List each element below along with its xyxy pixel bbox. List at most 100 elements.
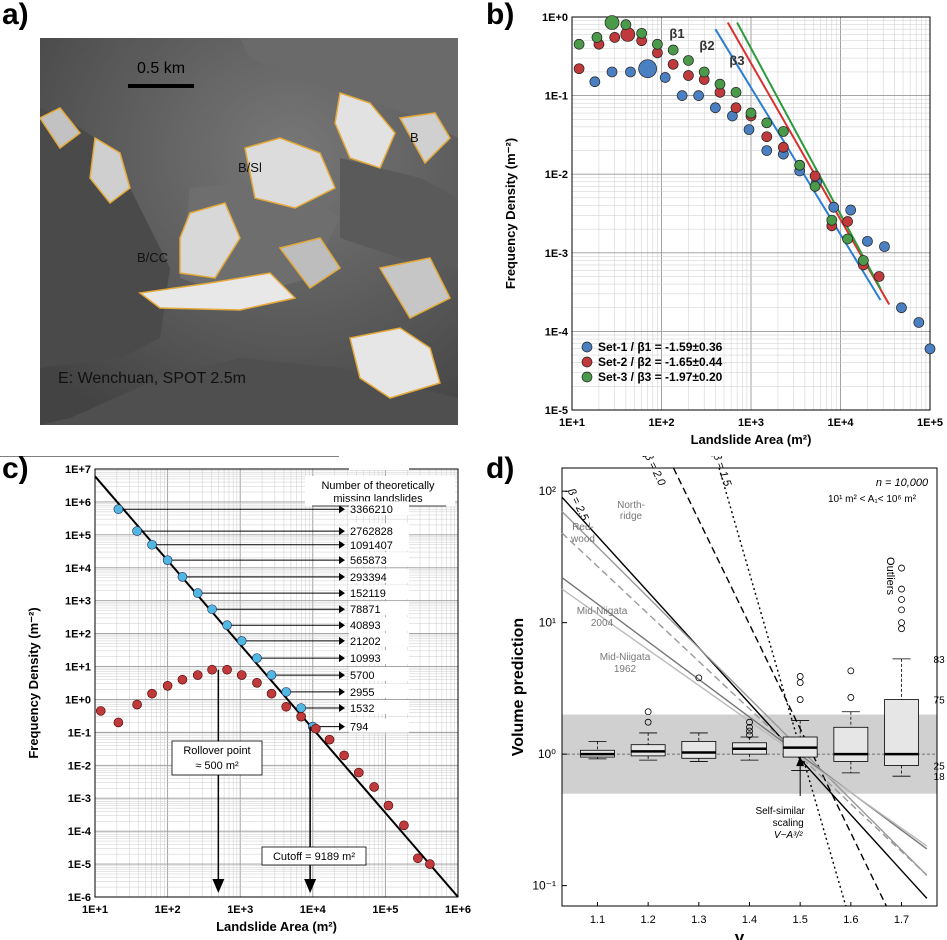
data-point: [857, 255, 869, 266]
theoretical-point: [296, 703, 306, 713]
missing-count: 565873: [350, 555, 387, 567]
theoretical-point: [113, 504, 124, 515]
observed-point: [177, 674, 188, 685]
scale-bar: [128, 84, 194, 88]
arrow-head: [339, 722, 345, 731]
missing-count: 794: [350, 722, 368, 734]
curve-label: Mid-Niigata: [577, 606, 628, 617]
count-bg: [349, 501, 409, 516]
observed-point: [236, 670, 247, 680]
fit-line-β3: [736, 22, 882, 290]
outlier: [796, 673, 804, 680]
count-bg: [349, 718, 409, 733]
arrow-head: [339, 621, 345, 630]
data-point: [604, 15, 620, 30]
curve-label: 2004: [591, 618, 614, 629]
outlier: [746, 731, 753, 739]
data-point: [913, 317, 925, 328]
curve-label: wood: [570, 534, 595, 545]
data-point: [606, 66, 618, 78]
data-point: [591, 32, 603, 43]
panel-b-label: b): [486, 0, 515, 31]
y-tick-label: 1E+6: [65, 497, 91, 509]
data-point: [683, 70, 694, 81]
y-tick-label: 1E+1: [65, 662, 91, 674]
y-tick-label: 10¹: [539, 616, 556, 630]
y-tick-label: 1E-4: [545, 326, 569, 338]
selfsim-label: V~A³/²: [774, 830, 803, 841]
theoretical-point: [177, 572, 188, 582]
outlier: [644, 708, 652, 716]
count-bg: [349, 585, 409, 600]
y-axis-label: Frequency Density (m⁻²): [503, 138, 518, 289]
observed-point: [192, 670, 203, 680]
satellite-image: [38, 38, 458, 425]
cutoff-label: Cutoff = 9189 m²: [273, 851, 355, 863]
data-point: [896, 302, 907, 314]
y-tick-label: 1E-3: [68, 793, 91, 805]
missing-count: 3366210: [350, 504, 393, 516]
outlier: [898, 585, 905, 593]
theoretical-point: [266, 670, 277, 680]
data-point: [794, 159, 806, 171]
data-point: [809, 181, 821, 192]
data-point: [659, 72, 671, 83]
x-tick-label: 1E+5: [917, 417, 943, 429]
count-bg: [349, 552, 409, 567]
plot-frame: [94, 468, 459, 898]
curve-label: Mid-Niigata: [600, 652, 651, 663]
x-tick-label: 1E+4: [300, 904, 327, 916]
observed-point: [324, 734, 335, 745]
selfsim-label: Self-similar: [755, 806, 805, 817]
model-line: [561, 532, 928, 876]
arrow-head: [339, 687, 345, 696]
annotation-b-cc: B/CC: [137, 250, 169, 265]
arrow-head: [339, 654, 345, 663]
observed-point: [266, 688, 277, 699]
data-point: [698, 66, 710, 78]
rollover-label: Rollover point: [183, 745, 250, 757]
observed-point: [147, 688, 157, 699]
rollover-value: ≈ 500 m²: [195, 760, 239, 772]
arrow-head: [304, 879, 317, 893]
data-point: [676, 90, 688, 101]
y-tick-label: 1E+4: [65, 563, 92, 575]
missing-count: 5700: [350, 670, 374, 682]
y-tick-label: 1E-5: [68, 859, 91, 871]
data-point: [842, 233, 853, 245]
x-tick-label: 1.7: [894, 914, 909, 926]
data-point: [826, 214, 838, 226]
model-line: [561, 496, 928, 899]
outlier: [847, 667, 855, 675]
beta-label: β2: [699, 38, 714, 53]
arrow-head: [339, 527, 345, 536]
beta-label: β = 2.0: [641, 456, 668, 488]
plot-frame: [571, 16, 931, 411]
x-tick-label: 1.6: [843, 914, 858, 926]
count-bg: [349, 617, 409, 632]
missing-count: 2955: [350, 687, 374, 699]
scale-bar-label: 0.5 km: [137, 60, 186, 77]
count-bg: [349, 601, 409, 616]
panel-d-label: d): [486, 452, 515, 485]
theoretical-point: [162, 555, 173, 565]
observed-point: [353, 767, 364, 778]
annotation-b-sl: B/Sl: [238, 160, 262, 175]
data-point: [620, 19, 632, 30]
data-point: [693, 90, 704, 101]
y-axis-label: Volume prediction: [510, 618, 527, 756]
x-tick-label: 1.4: [742, 914, 757, 926]
y-tick-label: 1E-5: [545, 405, 568, 417]
outlier: [796, 679, 804, 686]
curve-label: 1962: [614, 664, 637, 675]
data-point: [761, 117, 773, 129]
missing-count: 412: [350, 456, 368, 459]
data-point: [778, 141, 789, 153]
outlier: [898, 596, 905, 603]
count-bg: [349, 456, 409, 470]
observed-point: [383, 800, 394, 811]
percentile-label: 75: [934, 696, 946, 707]
y-tick-label: 1E+2: [65, 629, 91, 641]
data-point: [862, 235, 873, 247]
model-line: [561, 588, 928, 847]
